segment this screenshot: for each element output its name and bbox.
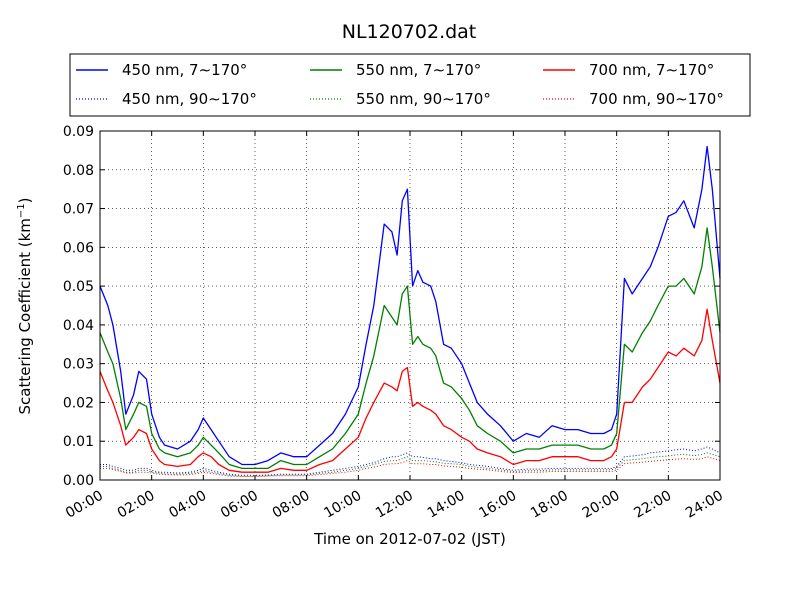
y-tick-label: 0.07 [63,202,94,218]
y-tick-label: 0.02 [63,395,94,411]
plot-area: 0.00 0.01 0.02 0.03 0.04 0.05 0.06 0.07 0.08 0.09… [63,124,726,522]
series-line-3 [100,452,721,477]
legend-entry-1: 450 nm, 90∼170° [76,90,257,108]
series-line-5 [100,456,721,477]
legend: 450 nm, 7∼170° 450 nm, 90∼170° 550 nm, 7∼1… [69,53,751,117]
series-line-0 [99,145,721,466]
y-tick-label: 0.05 [63,279,94,295]
legend-label: 450 nm, 90∼170° [122,90,257,108]
legend-entry-5: 700 nm, 90∼170° [543,90,724,108]
y-tick-label: 0.09 [63,124,94,140]
x-tick-label: 20:00 [580,488,623,522]
x-tick-label: 24:00 [683,488,726,522]
y-tick-label: 0.08 [63,163,94,179]
x-tick-label: 10:00 [321,488,364,522]
legend-entry-3: 550 nm, 90∼170° [310,90,491,108]
legend-entry-0: 450 nm, 7∼170° [76,61,247,79]
x-tick-label: 22:00 [631,488,674,522]
x-tick-label: 00:00 [63,488,106,522]
y-axis-label-main: Scattering Coefficient (km [16,218,34,414]
legend-entry-4: 700 nm, 7∼170° [543,61,714,79]
y-axis-label: Scattering Coefficient (km−1) [16,197,34,414]
legend-label: 700 nm, 90∼170° [589,90,724,108]
y-tick-label: 0.06 [63,240,94,256]
series-layer [99,145,721,477]
x-tick-label: 02:00 [115,488,158,522]
y-axis: 0.00 0.01 0.02 0.03 0.04 0.05 0.06 0.07 0.08 0.09 [63,124,720,489]
legend-frame [69,53,751,117]
y-tick-label: 0.00 [63,473,94,489]
x-tick-label: 06:00 [218,488,261,522]
legend-label: 700 nm, 7∼170° [589,61,714,79]
x-tick-label: 16:00 [476,488,519,522]
grid [100,131,720,480]
y-tick-label: 0.04 [63,318,94,334]
x-tick-label: 08:00 [270,488,313,522]
legend-label: 450 nm, 7∼170° [122,61,247,79]
x-axis-label: Time on 2012-07-02 (JST) [313,530,506,548]
legend-entry-2: 550 nm, 7∼170° [310,61,481,79]
x-tick-label: 04:00 [166,488,209,522]
y-axis-label-close: ) [16,197,34,203]
legend-label: 550 nm, 7∼170° [356,61,481,79]
chart-title: NL120702.dat [342,21,477,43]
x-tick-label: 12:00 [373,488,416,522]
series-line-4 [99,308,721,473]
x-tick-label: 18:00 [528,488,571,522]
y-tick-label: 0.03 [63,357,94,373]
x-tick-label: 14:00 [425,488,468,522]
legend-label: 550 nm, 90∼170° [356,90,491,108]
series-line-2 [99,227,721,470]
plot-background [100,131,720,480]
y-tick-label: 0.01 [63,434,94,450]
y-axis-label-exponent: −1 [16,203,27,218]
